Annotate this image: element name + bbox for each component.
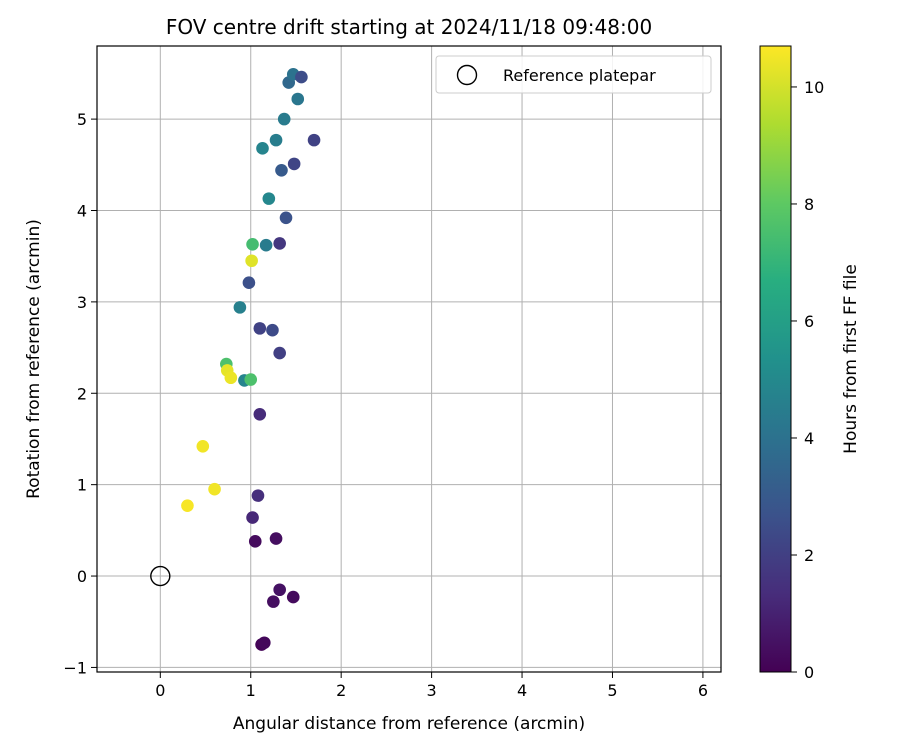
colorbar-tick-label-2: 4 [804,429,814,448]
data-point-30 [246,238,259,251]
y-tick-label-6: 5 [77,110,87,129]
y-axis-ticks: −1 0 1 2 3 4 5 [63,110,97,677]
colorbar [759,45,792,673]
data-point-23 [269,133,283,147]
x-tick-label-3: 3 [427,681,437,700]
data-points [181,68,321,651]
data-point-7 [246,511,259,524]
grid [97,46,721,672]
data-point-3 [286,590,300,604]
legend-marker-open-circle [456,64,478,86]
data-point-6 [269,532,283,545]
data-point-1 [258,636,271,650]
data-point-9 [253,407,267,421]
data-point-11 [253,322,267,335]
data-point-35 [224,371,238,385]
data-point-17 [259,238,273,252]
data-point-10 [273,346,286,360]
data-point-4 [273,583,286,597]
data-point-37 [208,482,221,496]
colorbar-tick-label-5: 10 [804,78,824,97]
x-tick-label-1: 1 [246,681,256,700]
x-tick-label-5: 5 [607,681,617,700]
colorbar-label: Hours from first FF file [841,264,861,454]
colorbar-tick-label-0: 0 [804,663,814,682]
data-point-38 [181,499,194,512]
x-tick-label-6: 6 [698,681,708,700]
data-point-19 [262,192,276,205]
data-point-13 [242,276,256,289]
y-tick-label-5: 4 [77,201,87,220]
legend: Reference platepar [435,55,712,94]
legend-label: Reference platepar [503,66,656,85]
y-tick-label-4: 3 [77,293,87,312]
data-point-14 [233,301,247,314]
y-axis-label: Rotation from reference (arcmin) [24,219,44,499]
data-point-5 [248,535,262,548]
x-tick-label-0: 0 [155,681,165,700]
legend-box [435,55,712,94]
y-tick-label-1: 0 [77,567,87,586]
y-tick-label-0: −1 [63,658,87,677]
x-axis-ticks: 0 1 2 3 4 5 6 [155,672,708,700]
data-point-22 [256,142,269,155]
data-point-18 [279,211,293,225]
data-point-36 [196,439,210,453]
data-point-25 [277,112,291,126]
data-point-2 [267,595,280,608]
data-point-20 [275,163,288,177]
colorbar-tick-label-4: 8 [804,195,814,214]
colorbar-ticks: 0 2 4 6 8 10 [791,78,824,682]
data-point-33 [244,373,258,386]
data-point-31 [245,254,258,268]
data-point-12 [266,323,279,337]
plot-frame [96,45,722,673]
reference-marker [150,565,171,587]
y-tick-label-3: 2 [77,384,87,403]
x-tick-label-2: 2 [336,681,346,700]
colorbar-tick-label-1: 2 [804,546,814,565]
data-point-8 [251,489,265,502]
chart-title: FOV centre drift starting at 2024/11/18 … [166,15,652,39]
reference-point [150,565,171,587]
y-tick-label-2: 1 [77,476,87,495]
colorbar-tick-label-3: 6 [804,312,814,331]
data-point-16 [273,237,286,250]
data-point-21 [287,157,301,171]
x-tick-label-4: 4 [517,681,527,700]
x-axis-label: Angular distance from reference (arcmin) [233,714,585,734]
data-point-24 [307,133,321,147]
data-point-26 [291,92,305,106]
data-point-29 [295,70,308,84]
